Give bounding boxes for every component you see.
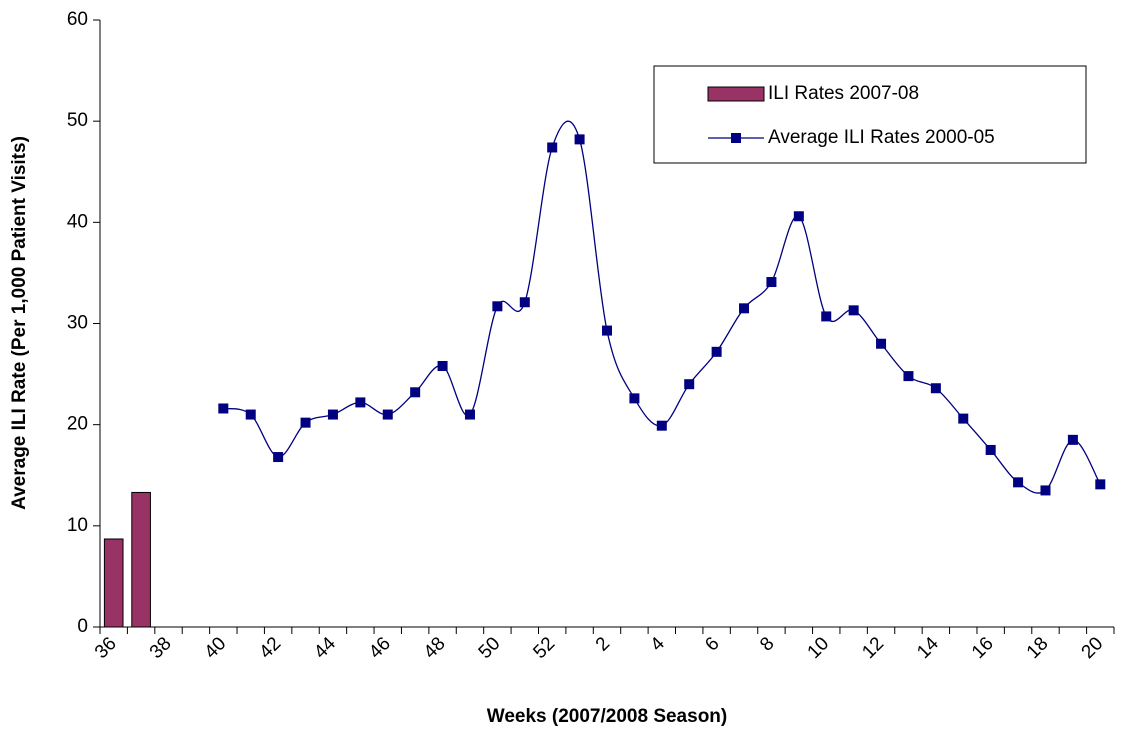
y-tick-label: 0 bbox=[77, 616, 88, 637]
marker bbox=[437, 360, 448, 371]
x-tick-label: 38 bbox=[146, 633, 176, 663]
marker bbox=[492, 301, 503, 312]
marker bbox=[327, 409, 338, 420]
marker bbox=[684, 379, 695, 390]
legend-marker bbox=[731, 133, 741, 143]
y-tick-label: 30 bbox=[67, 313, 88, 334]
x-tick-label: 2 bbox=[592, 633, 614, 655]
y-tick-label: 40 bbox=[67, 211, 88, 232]
x-tick-label: 20 bbox=[1078, 633, 1108, 663]
legend-label: Average ILI Rates 2000-05 bbox=[768, 127, 995, 148]
marker bbox=[464, 409, 475, 420]
x-tick-label: 40 bbox=[201, 633, 231, 663]
marker bbox=[1067, 434, 1078, 445]
bar bbox=[131, 491, 151, 628]
marker bbox=[985, 444, 996, 455]
bar bbox=[103, 538, 124, 628]
marker bbox=[711, 346, 722, 357]
x-tick-label: 12 bbox=[858, 633, 888, 663]
x-tick-label: 8 bbox=[756, 633, 778, 655]
legend-label: ILI Rates 2007-08 bbox=[768, 83, 919, 104]
x-tick-label: 42 bbox=[255, 633, 285, 663]
marker bbox=[547, 142, 558, 153]
marker bbox=[1040, 485, 1051, 496]
marker bbox=[245, 409, 256, 420]
marker bbox=[519, 297, 530, 308]
marker bbox=[1013, 477, 1024, 488]
marker bbox=[930, 383, 941, 394]
x-tick-label: 14 bbox=[913, 633, 943, 663]
marker bbox=[793, 211, 804, 222]
x-tick-label: 6 bbox=[701, 633, 723, 655]
marker bbox=[602, 325, 612, 336]
marker bbox=[958, 413, 969, 424]
x-tick-label: 4 bbox=[647, 633, 670, 656]
marker bbox=[739, 303, 750, 314]
y-tick-label: 50 bbox=[67, 110, 88, 131]
x-tick-label: 18 bbox=[1023, 633, 1053, 663]
marker bbox=[629, 393, 640, 404]
marker bbox=[821, 311, 832, 322]
x-tick-label: 10 bbox=[804, 633, 834, 663]
marker bbox=[273, 452, 284, 463]
legend-box bbox=[653, 65, 1087, 164]
x-tick-label: 52 bbox=[529, 633, 559, 663]
y-tick-label: 10 bbox=[67, 515, 88, 536]
x-tick-label: 16 bbox=[968, 633, 998, 663]
y-axis-title: Average ILI Rate (Per 1,000 Patient Visi… bbox=[9, 136, 30, 510]
line bbox=[223, 120, 1101, 494]
marker bbox=[656, 420, 667, 431]
marker bbox=[300, 417, 311, 428]
y-tick-label: 60 bbox=[67, 9, 88, 30]
x-tick-label: 36 bbox=[91, 633, 121, 663]
marker bbox=[410, 387, 421, 398]
marker bbox=[876, 338, 887, 349]
marker bbox=[218, 403, 229, 414]
marker bbox=[848, 305, 859, 316]
x-tick-label: 46 bbox=[365, 633, 395, 663]
y-tick-label: 20 bbox=[67, 414, 88, 435]
x-tick-label: 50 bbox=[475, 633, 505, 663]
marker bbox=[355, 397, 366, 408]
legend-swatch bbox=[707, 86, 765, 102]
x-tick-label: 44 bbox=[310, 633, 340, 663]
x-tick-label: 48 bbox=[420, 633, 450, 663]
marker bbox=[574, 134, 585, 145]
x-axis-title: Weeks (2007/2008 Season) bbox=[487, 706, 727, 727]
marker bbox=[382, 409, 393, 420]
marker bbox=[766, 277, 777, 288]
marker bbox=[1095, 479, 1106, 490]
marker bbox=[903, 371, 914, 382]
